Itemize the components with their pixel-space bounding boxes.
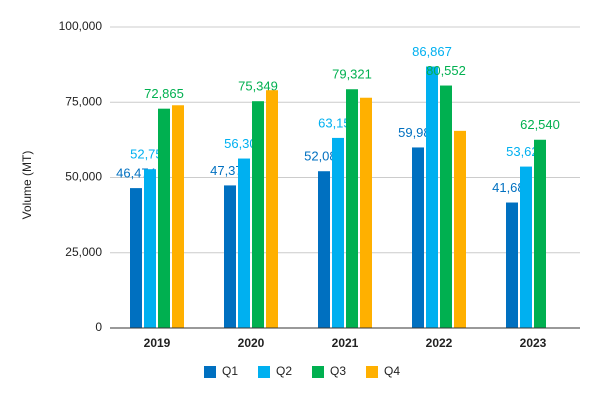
- bar: [346, 89, 358, 328]
- bar: [440, 85, 452, 328]
- legend-label: Q4: [384, 364, 400, 378]
- bar: [238, 158, 250, 328]
- bar: [318, 171, 330, 328]
- x-tick-label: 2019: [144, 336, 171, 350]
- value-label: 80,552: [426, 63, 466, 78]
- legend-label: Q1: [222, 364, 238, 378]
- y-tick-label: 75,000: [65, 94, 102, 108]
- bar: [144, 169, 156, 328]
- x-tick-label: 2022: [426, 336, 453, 350]
- value-label: 86,867: [412, 44, 452, 59]
- bar: [534, 139, 546, 328]
- bar: [266, 90, 278, 329]
- bar: [520, 166, 532, 328]
- legend-label: Q2: [276, 364, 292, 378]
- bar: [506, 202, 518, 328]
- bar: [360, 97, 372, 328]
- bar: [172, 105, 184, 328]
- y-tick-label: 0: [95, 320, 102, 334]
- legend-swatch: [204, 366, 216, 378]
- bar: [454, 130, 466, 328]
- bar: [252, 101, 264, 328]
- y-tick-label: 25,000: [65, 245, 102, 259]
- bar: [426, 66, 438, 328]
- value-label: 72,865: [144, 86, 184, 101]
- y-axis-label: Volume (MT): [20, 151, 34, 220]
- x-tick-label: 2023: [520, 336, 547, 350]
- x-tick-label: 2021: [332, 336, 359, 350]
- bar: [158, 108, 170, 328]
- y-tick-label: 50,000: [65, 170, 102, 184]
- legend-swatch: [258, 366, 270, 378]
- value-label: 62,540: [520, 117, 560, 132]
- bar: [130, 188, 142, 328]
- value-label: 75,349: [238, 79, 278, 94]
- legend-label: Q3: [330, 364, 346, 378]
- value-label: 79,321: [332, 67, 372, 82]
- bar: [224, 185, 236, 328]
- legend-swatch: [312, 366, 324, 378]
- bar: [332, 137, 344, 328]
- bar: [412, 147, 424, 328]
- y-tick-label: 100,000: [59, 19, 103, 33]
- legend-swatch: [366, 366, 378, 378]
- x-tick-label: 2020: [238, 336, 265, 350]
